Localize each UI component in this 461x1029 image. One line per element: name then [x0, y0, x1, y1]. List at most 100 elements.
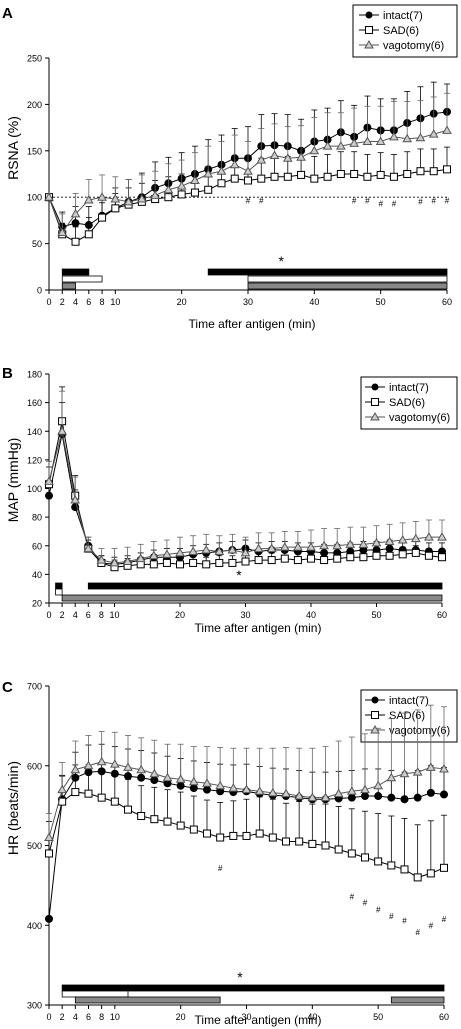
data-point	[347, 793, 356, 802]
data-point	[97, 793, 106, 802]
data-point	[266, 543, 277, 553]
y-tick-label: 120	[27, 455, 42, 465]
significance-mark: #	[402, 917, 407, 926]
data-point	[96, 555, 107, 564]
data-point	[413, 793, 422, 802]
x-tick-label: 20	[176, 1012, 186, 1022]
x-tick-label: 40	[306, 610, 316, 620]
data-point	[281, 788, 291, 798]
significance-mark: #	[442, 915, 447, 924]
legend-entry: vagotomy(6)	[365, 411, 450, 424]
data-point	[361, 792, 369, 801]
data-point	[57, 784, 68, 794]
significance-mark: #	[218, 864, 223, 873]
data-point	[98, 213, 107, 222]
x-tick-label: 4	[73, 610, 78, 620]
data-point	[96, 756, 107, 766]
data-point	[122, 556, 133, 565]
data-point	[97, 192, 107, 201]
legend-marker	[370, 724, 380, 734]
data-point	[243, 166, 253, 175]
data-point	[70, 764, 81, 774]
data-point	[350, 170, 359, 178]
data-point	[358, 539, 369, 548]
data-point	[320, 556, 329, 565]
significance-bar	[74, 996, 221, 1004]
data-point	[442, 125, 452, 134]
panel-label: A	[2, 5, 13, 22]
data-point	[282, 837, 290, 846]
x-tick-label: 0	[46, 610, 51, 620]
data-point	[439, 763, 449, 773]
legend-entry: SAD(6)	[359, 25, 419, 37]
data-point	[283, 172, 292, 181]
data-point	[44, 476, 54, 485]
x-tick-label: 4	[73, 297, 78, 307]
legend-label: vagotomy(6)	[389, 412, 450, 424]
significance-mark: #	[415, 928, 420, 937]
data-point	[403, 170, 412, 178]
significance-mark: #	[352, 197, 357, 206]
series	[44, 704, 449, 842]
data-point	[297, 170, 306, 179]
data-point	[438, 553, 446, 562]
data-point	[203, 168, 214, 178]
data-point	[109, 557, 120, 567]
x-axis-label: Time after antigen (min)	[195, 1013, 322, 1027]
data-point	[429, 167, 438, 176]
legend-entry: intact(7)	[359, 10, 423, 22]
y-tick-label: 500	[27, 841, 42, 851]
data-point	[176, 821, 185, 830]
data-point	[70, 208, 81, 218]
significance-mark: #	[445, 197, 450, 206]
y-tick-label: 0	[37, 286, 42, 296]
data-point	[402, 133, 413, 143]
x-tick-label: 8	[100, 297, 105, 307]
data-point	[137, 773, 146, 782]
y-tick-label: 60	[32, 541, 42, 551]
data-point	[228, 783, 239, 792]
data-point	[137, 811, 146, 820]
data-point	[308, 839, 317, 848]
legend-label: SAD(6)	[383, 25, 419, 37]
x-tick-label: 2	[60, 1012, 65, 1022]
data-point	[203, 785, 211, 794]
data-point	[176, 781, 185, 790]
legend: intact(7) SAD(6) vagotomy(6)	[360, 376, 458, 430]
data-point	[268, 833, 277, 842]
significance-bar	[61, 282, 76, 290]
x-tick-label: 60	[442, 297, 452, 307]
data-point	[424, 532, 434, 541]
data-point	[71, 219, 80, 228]
data-point	[323, 172, 332, 181]
x-tick-label: 30	[243, 297, 253, 307]
x-tick-label: 40	[307, 1012, 317, 1022]
legend-entry: intact(7)	[365, 382, 429, 394]
legend-label: SAD(6)	[389, 710, 425, 722]
significance-mark: #	[365, 197, 370, 206]
x-tick-label: 40	[309, 297, 319, 307]
data-point	[443, 165, 451, 174]
bar-star: *	[236, 567, 242, 583]
legend: intact(7) SAD(6) vagotomy(6)	[352, 4, 458, 58]
data-point	[306, 542, 316, 551]
data-point	[124, 805, 132, 814]
data-point	[111, 204, 120, 213]
data-point	[83, 194, 94, 204]
y-tick-label: 700	[27, 682, 42, 692]
significance-mark: #	[432, 197, 437, 206]
significance-bar	[61, 594, 443, 602]
data-point	[371, 537, 382, 547]
y-tick-label: 140	[27, 427, 42, 437]
data-point	[257, 174, 266, 183]
data-point	[349, 138, 359, 147]
bar-star: *	[278, 253, 284, 269]
data-point	[411, 548, 420, 557]
data-point	[124, 772, 132, 781]
plot-area: 300 400 500 600 700 0 2 4 6 8 10 20 30 40 50 60 # # # # # # # #…	[27, 682, 449, 1023]
data-point	[400, 865, 409, 874]
data-point	[83, 760, 94, 770]
data-point	[44, 832, 54, 842]
y-tick-label: 150	[27, 146, 42, 156]
data-point	[267, 556, 276, 565]
